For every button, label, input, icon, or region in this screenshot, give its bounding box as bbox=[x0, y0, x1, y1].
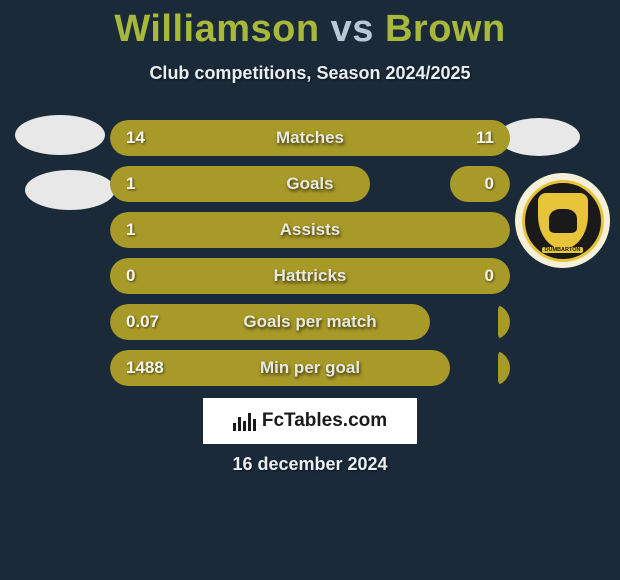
stat-bar-right bbox=[450, 166, 510, 202]
stat-label: Assists bbox=[280, 220, 340, 240]
stat-value-right: 0 bbox=[485, 266, 494, 286]
stat-value-left: 1488 bbox=[126, 358, 164, 378]
stat-row: 0.07 Goals per match bbox=[110, 304, 510, 340]
brand-text: FcTables.com bbox=[262, 410, 387, 432]
stat-value-left: 14 bbox=[126, 128, 145, 148]
stat-value-left: 0 bbox=[126, 266, 135, 286]
comparison-subtitle: Club competitions, Season 2024/2025 bbox=[0, 63, 620, 84]
stat-value-right: 11 bbox=[476, 128, 494, 148]
crest-banner-text: DUMBARTON bbox=[542, 247, 584, 253]
player1-crest-small-1 bbox=[15, 115, 105, 155]
brand-logo: FcTables.com bbox=[203, 398, 417, 444]
footer-date: 16 december 2024 bbox=[232, 454, 387, 475]
stat-value-left: 0.07 bbox=[126, 312, 159, 332]
stat-bar-right bbox=[498, 304, 510, 340]
player2-crest-small bbox=[498, 118, 580, 156]
stats-container: 14 11 Matches 1 0 Goals 1 Assists 0 0 Hattricks 0.0… bbox=[110, 120, 510, 396]
stat-label: Goals bbox=[286, 174, 333, 194]
player2-crest-large: DUMBARTON bbox=[515, 173, 610, 268]
stat-row: 1 0 Goals bbox=[110, 166, 510, 202]
stat-value-right: 0 bbox=[485, 174, 494, 194]
stat-bar-right bbox=[430, 120, 510, 156]
stat-row: 1488 Min per goal bbox=[110, 350, 510, 386]
stat-row: 0 0 Hattricks bbox=[110, 258, 510, 294]
comparison-title: Williamson vs Brown bbox=[0, 0, 620, 51]
elephant-icon bbox=[549, 209, 577, 233]
vs-text: vs bbox=[331, 8, 374, 50]
player2-name: Brown bbox=[385, 8, 506, 50]
stat-label: Hattricks bbox=[274, 266, 347, 286]
stat-label: Min per goal bbox=[260, 358, 360, 378]
stat-row: 1 Assists bbox=[110, 212, 510, 248]
stat-row: 14 11 Matches bbox=[110, 120, 510, 156]
bars-icon bbox=[233, 411, 256, 431]
stat-label: Goals per match bbox=[243, 312, 376, 332]
player1-name: Williamson bbox=[114, 8, 319, 50]
stat-label: Matches bbox=[276, 128, 344, 148]
stat-value-left: 1 bbox=[126, 220, 135, 240]
stat-value-left: 1 bbox=[126, 174, 135, 194]
stat-bar-right bbox=[498, 350, 510, 386]
player1-crest-small-2 bbox=[25, 170, 115, 210]
